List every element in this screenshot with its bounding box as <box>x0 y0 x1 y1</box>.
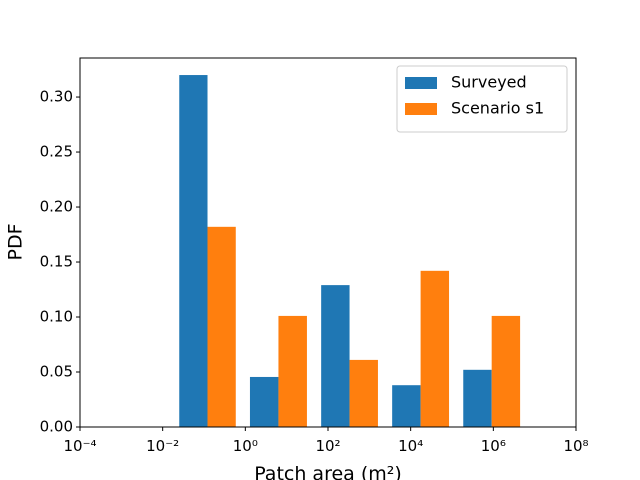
y-tick-label: 0.05 <box>40 363 73 381</box>
x-tick-label: 10⁶ <box>481 437 506 455</box>
y-tick-label: 0.10 <box>40 308 73 326</box>
bar <box>463 369 492 427</box>
x-tick-label: 10⁴ <box>398 437 423 455</box>
x-axis-label: Patch area (m²) <box>254 463 402 480</box>
bar <box>420 270 450 427</box>
bar <box>249 376 279 427</box>
y-axis-label: PDF <box>5 223 27 260</box>
legend-swatch <box>405 77 437 89</box>
y-tick-label: 0.00 <box>40 418 73 436</box>
y-tick-label: 0.20 <box>40 198 73 216</box>
x-tick-label: 10⁰ <box>233 437 258 455</box>
x-tick-label: 10⁻⁴ <box>63 437 96 455</box>
legend-label: Scenario s1 <box>451 99 544 118</box>
legend-swatch <box>405 103 437 115</box>
x-tick-label: 10⁸ <box>563 437 588 455</box>
bar <box>179 75 208 427</box>
y-tick-label: 0.15 <box>40 253 73 271</box>
y-tick-label: 0.25 <box>40 143 73 161</box>
bar <box>349 359 378 427</box>
bar <box>392 385 421 427</box>
x-tick-label: 10² <box>315 437 340 455</box>
bar <box>321 285 350 427</box>
bar <box>278 315 307 427</box>
y-tick-label: 0.30 <box>40 88 73 106</box>
legend-label: Surveyed <box>451 73 527 92</box>
x-tick-label: 10⁻² <box>146 437 179 455</box>
bar <box>491 315 521 427</box>
legend-box <box>396 65 568 133</box>
bar <box>207 226 236 427</box>
